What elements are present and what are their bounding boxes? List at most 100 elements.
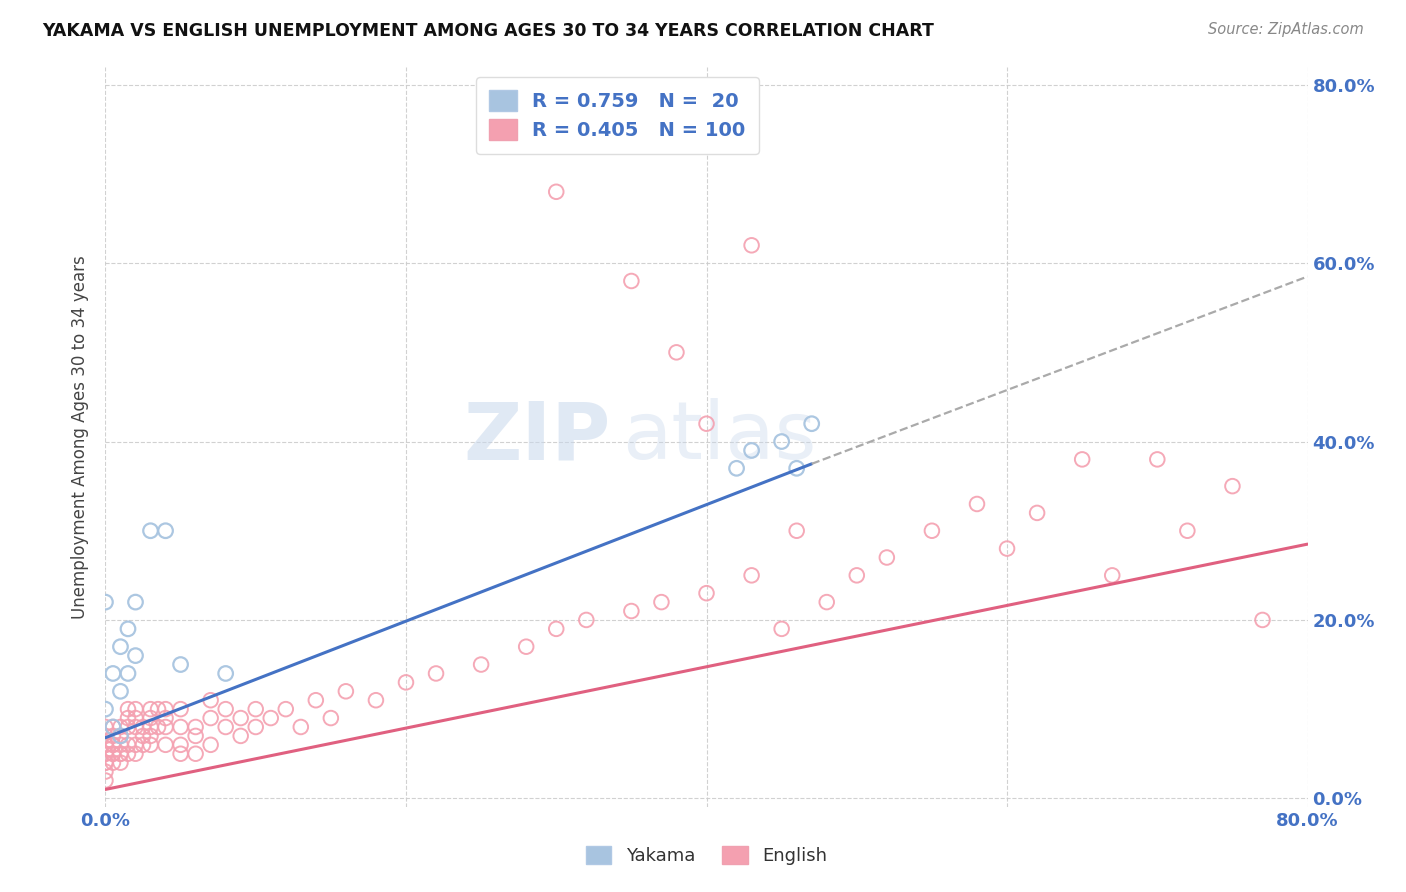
Point bbox=[1026, 506, 1049, 520]
Point bbox=[139, 711, 162, 725]
Legend: Yakama, English: Yakama, English bbox=[579, 838, 834, 872]
Point bbox=[1175, 524, 1198, 538]
Point bbox=[101, 738, 124, 752]
Point bbox=[921, 524, 943, 538]
Point bbox=[110, 747, 132, 761]
Point bbox=[214, 720, 236, 734]
Point bbox=[155, 711, 177, 725]
Point bbox=[94, 702, 117, 716]
Text: atlas: atlas bbox=[623, 398, 817, 476]
Point bbox=[665, 345, 688, 359]
Point bbox=[845, 568, 868, 582]
Point bbox=[1146, 452, 1168, 467]
Point bbox=[696, 417, 718, 431]
Point bbox=[741, 443, 763, 458]
Point bbox=[110, 729, 132, 743]
Point bbox=[132, 720, 155, 734]
Point bbox=[650, 595, 672, 609]
Point bbox=[117, 711, 139, 725]
Point bbox=[101, 738, 124, 752]
Point bbox=[94, 595, 117, 609]
Point bbox=[319, 711, 342, 725]
Point bbox=[117, 666, 139, 681]
Point bbox=[786, 524, 808, 538]
Point bbox=[815, 595, 838, 609]
Point bbox=[124, 595, 146, 609]
Text: Source: ZipAtlas.com: Source: ZipAtlas.com bbox=[1208, 22, 1364, 37]
Point bbox=[94, 756, 117, 770]
Point bbox=[696, 586, 718, 600]
Point bbox=[200, 738, 222, 752]
Point bbox=[169, 747, 191, 761]
Point bbox=[124, 738, 146, 752]
Point bbox=[94, 738, 117, 752]
Point bbox=[139, 524, 162, 538]
Point bbox=[117, 747, 139, 761]
Point bbox=[110, 756, 132, 770]
Point bbox=[770, 434, 793, 449]
Point bbox=[515, 640, 537, 654]
Point bbox=[94, 764, 117, 779]
Point bbox=[169, 657, 191, 672]
Point bbox=[725, 461, 748, 475]
Point bbox=[94, 720, 117, 734]
Point bbox=[94, 747, 117, 761]
Point bbox=[184, 729, 207, 743]
Point bbox=[124, 720, 146, 734]
Point bbox=[184, 720, 207, 734]
Point bbox=[214, 702, 236, 716]
Point bbox=[110, 747, 132, 761]
Point bbox=[132, 729, 155, 743]
Point bbox=[229, 711, 252, 725]
Point bbox=[124, 747, 146, 761]
Point bbox=[395, 675, 418, 690]
Point bbox=[169, 738, 191, 752]
Point bbox=[1071, 452, 1094, 467]
Point bbox=[245, 702, 267, 716]
Point bbox=[101, 747, 124, 761]
Point bbox=[101, 720, 124, 734]
Point bbox=[305, 693, 328, 707]
Point bbox=[146, 720, 169, 734]
Point bbox=[546, 622, 568, 636]
Point bbox=[770, 622, 793, 636]
Point bbox=[101, 729, 124, 743]
Point bbox=[101, 720, 124, 734]
Point bbox=[200, 711, 222, 725]
Point bbox=[1222, 479, 1244, 493]
Point bbox=[146, 702, 169, 716]
Point bbox=[124, 711, 146, 725]
Point bbox=[169, 720, 191, 734]
Point bbox=[741, 238, 763, 252]
Point bbox=[575, 613, 598, 627]
Point bbox=[335, 684, 357, 698]
Point bbox=[155, 720, 177, 734]
Point bbox=[110, 720, 132, 734]
Point bbox=[260, 711, 283, 725]
Point bbox=[800, 417, 823, 431]
Point bbox=[155, 738, 177, 752]
Text: ZIP: ZIP bbox=[463, 398, 610, 476]
Point bbox=[214, 666, 236, 681]
Point bbox=[94, 729, 117, 743]
Point bbox=[139, 729, 162, 743]
Point bbox=[470, 657, 492, 672]
Point bbox=[139, 720, 162, 734]
Point bbox=[200, 693, 222, 707]
Point bbox=[110, 738, 132, 752]
Point bbox=[117, 622, 139, 636]
Point bbox=[169, 702, 191, 716]
Point bbox=[110, 729, 132, 743]
Point bbox=[425, 666, 447, 681]
Point bbox=[229, 729, 252, 743]
Point bbox=[94, 747, 117, 761]
Y-axis label: Unemployment Among Ages 30 to 34 years: Unemployment Among Ages 30 to 34 years bbox=[72, 255, 90, 619]
Point bbox=[966, 497, 988, 511]
Point bbox=[245, 720, 267, 734]
Point bbox=[117, 720, 139, 734]
Point bbox=[364, 693, 387, 707]
Point bbox=[124, 648, 146, 663]
Point bbox=[110, 684, 132, 698]
Point bbox=[546, 185, 568, 199]
Point bbox=[1101, 568, 1123, 582]
